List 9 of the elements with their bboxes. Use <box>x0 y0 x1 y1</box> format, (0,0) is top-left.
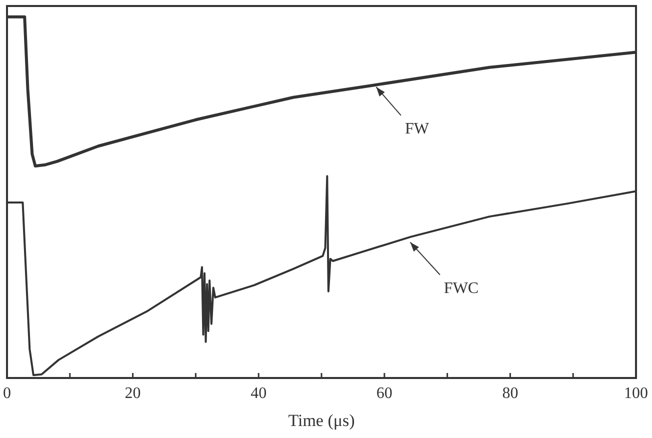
x-tick-label: 20 <box>124 385 141 402</box>
x-tick-label: 80 <box>502 385 518 402</box>
x-tick-label: 100 <box>624 385 648 402</box>
x-tick-label: 40 <box>250 385 267 402</box>
x-axis-title: Time (μs) <box>288 411 355 430</box>
x-tick-label: 0 <box>3 385 11 402</box>
annotation: FW <box>404 120 430 138</box>
annotation: FWC <box>444 280 479 297</box>
x-tick-label: 60 <box>376 385 392 402</box>
